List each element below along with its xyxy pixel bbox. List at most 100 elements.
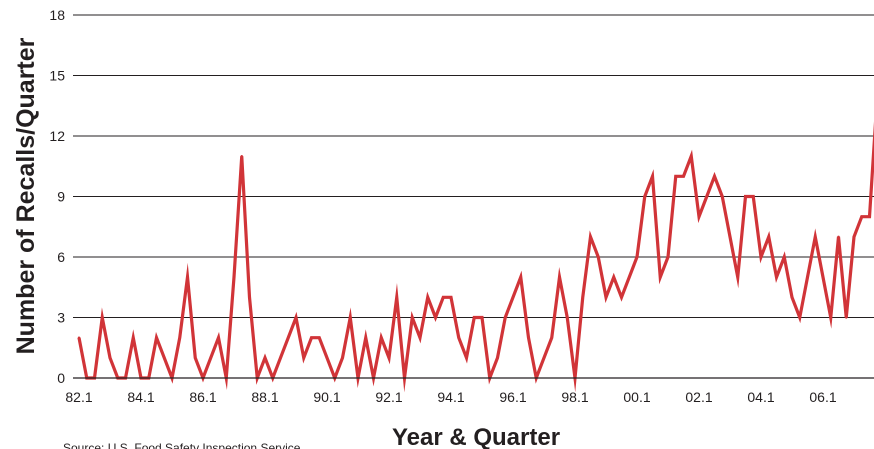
data-point <box>318 336 321 339</box>
data-point <box>101 316 104 319</box>
data-point <box>209 356 212 360</box>
data-point <box>77 336 81 339</box>
data-point <box>744 195 747 198</box>
y-tick-label: 0 <box>57 370 65 386</box>
x-tick-label: 92.1 <box>375 389 402 405</box>
data-point <box>542 356 546 360</box>
data-point <box>387 356 391 360</box>
data-point <box>302 356 305 360</box>
source-note: Source: U.S. Food Safety Inspection Serv… <box>63 441 301 449</box>
x-tick-label: 94.1 <box>437 389 464 405</box>
data-point <box>457 336 460 339</box>
data-point <box>604 296 608 299</box>
data-point <box>411 316 414 319</box>
y-axis-ticks: 0 3 6 9 12 15 18 <box>49 7 65 386</box>
data-point <box>496 356 499 360</box>
data-point <box>279 356 282 360</box>
data-point <box>597 255 600 259</box>
data-point <box>868 215 871 218</box>
x-tick-label: 84.1 <box>127 389 154 405</box>
data-point <box>628 275 631 279</box>
data-point <box>806 275 809 279</box>
y-tick-label: 12 <box>49 128 65 144</box>
x-tick-label: 82.1 <box>65 389 92 405</box>
data-point <box>783 255 786 259</box>
data-point <box>449 296 453 299</box>
data-point <box>767 235 770 239</box>
data-point <box>504 316 507 319</box>
data-point <box>651 175 654 178</box>
data-point <box>364 336 367 339</box>
data-point <box>814 235 817 239</box>
data-point <box>287 336 290 339</box>
data-point <box>178 336 181 339</box>
data-point <box>798 316 801 319</box>
data-point <box>550 336 553 339</box>
data-point <box>682 175 685 178</box>
data-point <box>240 154 243 158</box>
data-point <box>426 296 429 299</box>
data-point <box>713 175 716 178</box>
y-tick-label: 9 <box>57 189 65 205</box>
data-point <box>659 275 662 279</box>
x-tick-label: 00.1 <box>623 389 650 405</box>
series-line-0 <box>77 121 874 393</box>
data-point <box>294 316 298 319</box>
data-point <box>643 195 646 198</box>
data-point <box>434 316 437 319</box>
data-point <box>349 316 352 319</box>
data-point <box>736 275 739 279</box>
data-point <box>790 296 794 299</box>
data-point <box>566 316 569 319</box>
data-point <box>620 296 623 299</box>
data-point <box>837 235 840 239</box>
data-point <box>480 316 484 319</box>
data-point <box>194 356 197 360</box>
data-point <box>635 255 639 259</box>
data-point <box>721 195 724 198</box>
gridlines <box>73 14 874 318</box>
data-point <box>418 336 422 339</box>
x-tick-label: 98.1 <box>561 389 588 405</box>
data-point <box>589 235 592 239</box>
data-point <box>163 356 166 360</box>
data-point <box>705 195 708 198</box>
data-point <box>248 296 251 299</box>
data-point <box>829 316 832 319</box>
x-tick-label: 06.1 <box>809 389 836 405</box>
x-tick-label: 04.1 <box>747 389 774 405</box>
y-tick-label: 3 <box>57 310 65 326</box>
data-point <box>697 215 701 218</box>
data-point <box>612 275 615 279</box>
data-point <box>217 336 220 339</box>
data-point <box>752 195 755 198</box>
data-point <box>728 235 732 239</box>
data-point <box>442 296 445 299</box>
data-point <box>558 275 561 279</box>
data-point <box>690 154 693 158</box>
data-point <box>511 296 515 299</box>
data-point <box>845 316 848 319</box>
data-point <box>108 356 112 360</box>
data-point <box>395 296 398 299</box>
data-point <box>263 356 267 360</box>
y-tick-label: 18 <box>49 7 65 23</box>
data-point <box>186 275 189 279</box>
data-point <box>465 356 468 360</box>
data-point <box>821 275 825 279</box>
data-point <box>775 275 778 279</box>
data-point <box>759 255 763 259</box>
x-axis-ticks: 82.1 84.1 86.1 88.1 90.1 92.1 94.1 96.1 98.1 00.1… <box>65 389 836 405</box>
data-point <box>341 356 344 360</box>
data-point <box>666 255 670 259</box>
y-tick-label: 15 <box>49 68 65 84</box>
data-point <box>232 275 236 279</box>
data-point <box>860 215 863 218</box>
data-point <box>380 336 383 339</box>
x-axis-label: Year & Quarter <box>392 424 560 449</box>
data-point <box>473 316 476 319</box>
data-point <box>155 336 158 339</box>
data-point <box>132 336 135 339</box>
data-point <box>674 175 677 178</box>
